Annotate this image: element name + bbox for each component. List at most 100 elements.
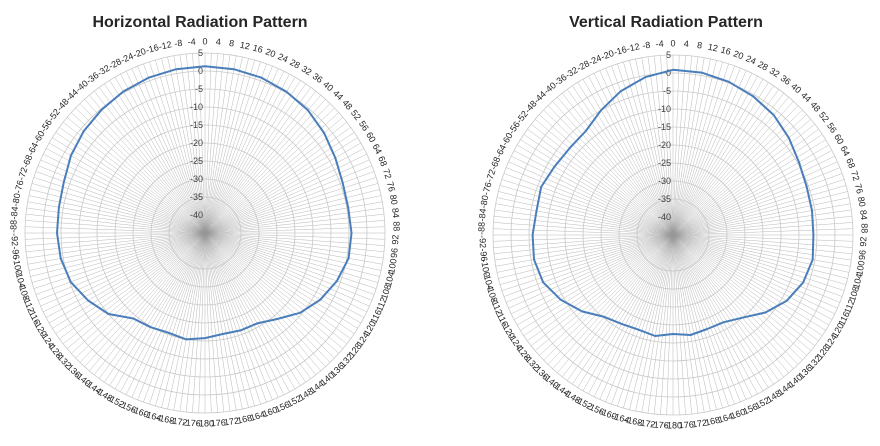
angle-tick-label: 168	[704, 415, 721, 428]
horizontal-radar-svg: Horizontal Radiation Pattern 5 0 -5 -10 -15 -2…	[8, 14, 401, 429]
chart-title: Vertical Radiation Pattern	[569, 14, 763, 31]
radial-tick-label: -15	[658, 122, 671, 132]
grid-ring	[546, 108, 800, 362]
angle-tick-label: 32	[768, 66, 782, 80]
angle-tick-label: -92	[10, 233, 20, 246]
angle-tick-label: -176	[182, 417, 201, 428]
angle-tick-label: 160	[261, 405, 279, 420]
vertical-radiation-chart: Vertical Radiation Pattern 5 0 -5 -10 -15 -20-…	[440, 0, 880, 446]
radiation-data-points	[532, 69, 814, 337]
radial-tick-label: -15	[190, 120, 203, 130]
angle-tick-label: 108	[847, 285, 861, 302]
angle-tick-label: 112	[374, 296, 389, 313]
radial-tick-label: 5	[198, 48, 203, 58]
angle-tick-label: -68	[20, 153, 34, 169]
angle-tick-label: 52	[817, 110, 831, 124]
grid-ring	[654, 216, 692, 254]
angle-tick-label: -12	[626, 41, 641, 53]
angle-tick-label: -104	[481, 271, 495, 291]
angle-tick-label: -20	[132, 46, 148, 60]
angle-tick-label: 164	[717, 411, 734, 425]
radial-tick-label: -30	[658, 176, 671, 186]
angle-tick-label: 76	[385, 181, 397, 193]
angle-tick-label: -88	[476, 222, 486, 235]
angle-tick-label: -72	[16, 166, 30, 181]
radial-tick-label: -10	[658, 104, 671, 114]
grid-rings	[492, 54, 854, 416]
angle-tick-label: 112	[842, 298, 857, 315]
vertical-radar-svg: Vertical Radiation Pattern50-5-10-15-20-…	[476, 14, 869, 431]
angle-tick-label: 68	[844, 157, 857, 170]
radial-tick-label: 0	[198, 66, 203, 76]
angle-tick-label: 64	[371, 142, 384, 155]
angle-tick-label: -12	[158, 39, 173, 51]
angle-tick-label: 48	[340, 98, 354, 112]
grid-ring	[60, 88, 350, 378]
radial-tick-label: 0	[666, 68, 671, 78]
angle-tick-label: -4	[655, 39, 664, 50]
angle-tick-label: -168	[624, 414, 644, 428]
angle-tick-label: 80	[388, 194, 400, 206]
angle-tick-label: 12	[239, 40, 251, 52]
angle-tick-label: 44	[331, 88, 345, 102]
grid-ring	[600, 162, 746, 308]
grid-ring	[168, 196, 242, 270]
angle-tick-label: 60	[364, 130, 378, 144]
angle-tick-label: -84	[477, 208, 488, 222]
grid-ring	[42, 70, 368, 396]
angle-tick-label: 92	[858, 236, 868, 246]
angle-tick-label: -16	[145, 42, 160, 55]
angle-tick-label: -4	[187, 37, 196, 48]
grid-ring	[114, 142, 296, 324]
angle-tick-label: -164	[142, 409, 162, 424]
radial-tick-label: -5	[195, 84, 203, 94]
angle-tick-label: 44	[799, 90, 813, 104]
angle-tick-label: -80	[478, 194, 490, 209]
angle-tick-label: 104	[851, 273, 864, 290]
angle-tick-label: -88	[8, 220, 18, 233]
radial-tick-label: 5	[666, 50, 671, 60]
angle-tick-label: 176	[210, 417, 226, 428]
angle-tick-label: 40	[789, 81, 803, 95]
grid-ring	[492, 54, 854, 416]
radiation-data-points	[57, 66, 352, 340]
angle-tick-label: -68	[488, 155, 502, 171]
grid-ring	[582, 144, 764, 326]
radial-tick-label: -40	[658, 212, 671, 222]
grid-ring	[150, 178, 260, 288]
angle-tick-label: 64	[839, 144, 852, 157]
angle-tick-label: 72	[381, 167, 394, 180]
angle-tick-label: 172	[691, 418, 707, 430]
angle-tick-label: -24	[119, 51, 135, 65]
radiation-series-line	[56, 65, 353, 341]
radial-tick-label: -35	[658, 194, 671, 204]
grid-ring	[636, 198, 710, 272]
grid-ring	[618, 180, 728, 290]
angle-tick-label: 52	[349, 108, 363, 122]
angle-tick-label: -16	[613, 44, 628, 57]
angle-tick-label: 164	[249, 409, 266, 423]
angle-tick-label: 20	[732, 49, 745, 62]
angle-tick-label: -180	[664, 420, 682, 430]
angle-tick-label: 24	[744, 53, 757, 66]
angle-tick-label: 76	[853, 183, 865, 195]
angle-tick-label: -168	[156, 412, 176, 426]
angle-tick-label: 88	[859, 223, 869, 233]
chart-title: Horizontal Radiation Pattern	[92, 14, 307, 31]
angle-tick-label: -8	[174, 38, 183, 49]
angle-tick-label: 72	[849, 169, 862, 182]
angle-tick-label: -172	[169, 415, 188, 427]
angle-tick-label: -20	[600, 48, 616, 62]
angle-tick-label: 68	[376, 155, 389, 168]
radial-tick-label: -30	[190, 174, 203, 184]
angle-tick-label: -176	[650, 419, 669, 430]
horizontal-radiation-chart: Horizontal Radiation Pattern 5 0 -5 -10 -15 -2…	[8, 14, 401, 429]
angle-tick-label: 20	[264, 47, 277, 60]
grid-ring	[564, 126, 782, 344]
angle-tick-label: 96	[857, 249, 868, 260]
angle-tick-label: 104	[383, 271, 396, 288]
angle-tick-label: 16	[720, 45, 732, 57]
radial-tick-label: -35	[190, 192, 203, 202]
angle-tick-label: 32	[300, 64, 314, 78]
angle-tick-label: -84	[9, 206, 20, 220]
